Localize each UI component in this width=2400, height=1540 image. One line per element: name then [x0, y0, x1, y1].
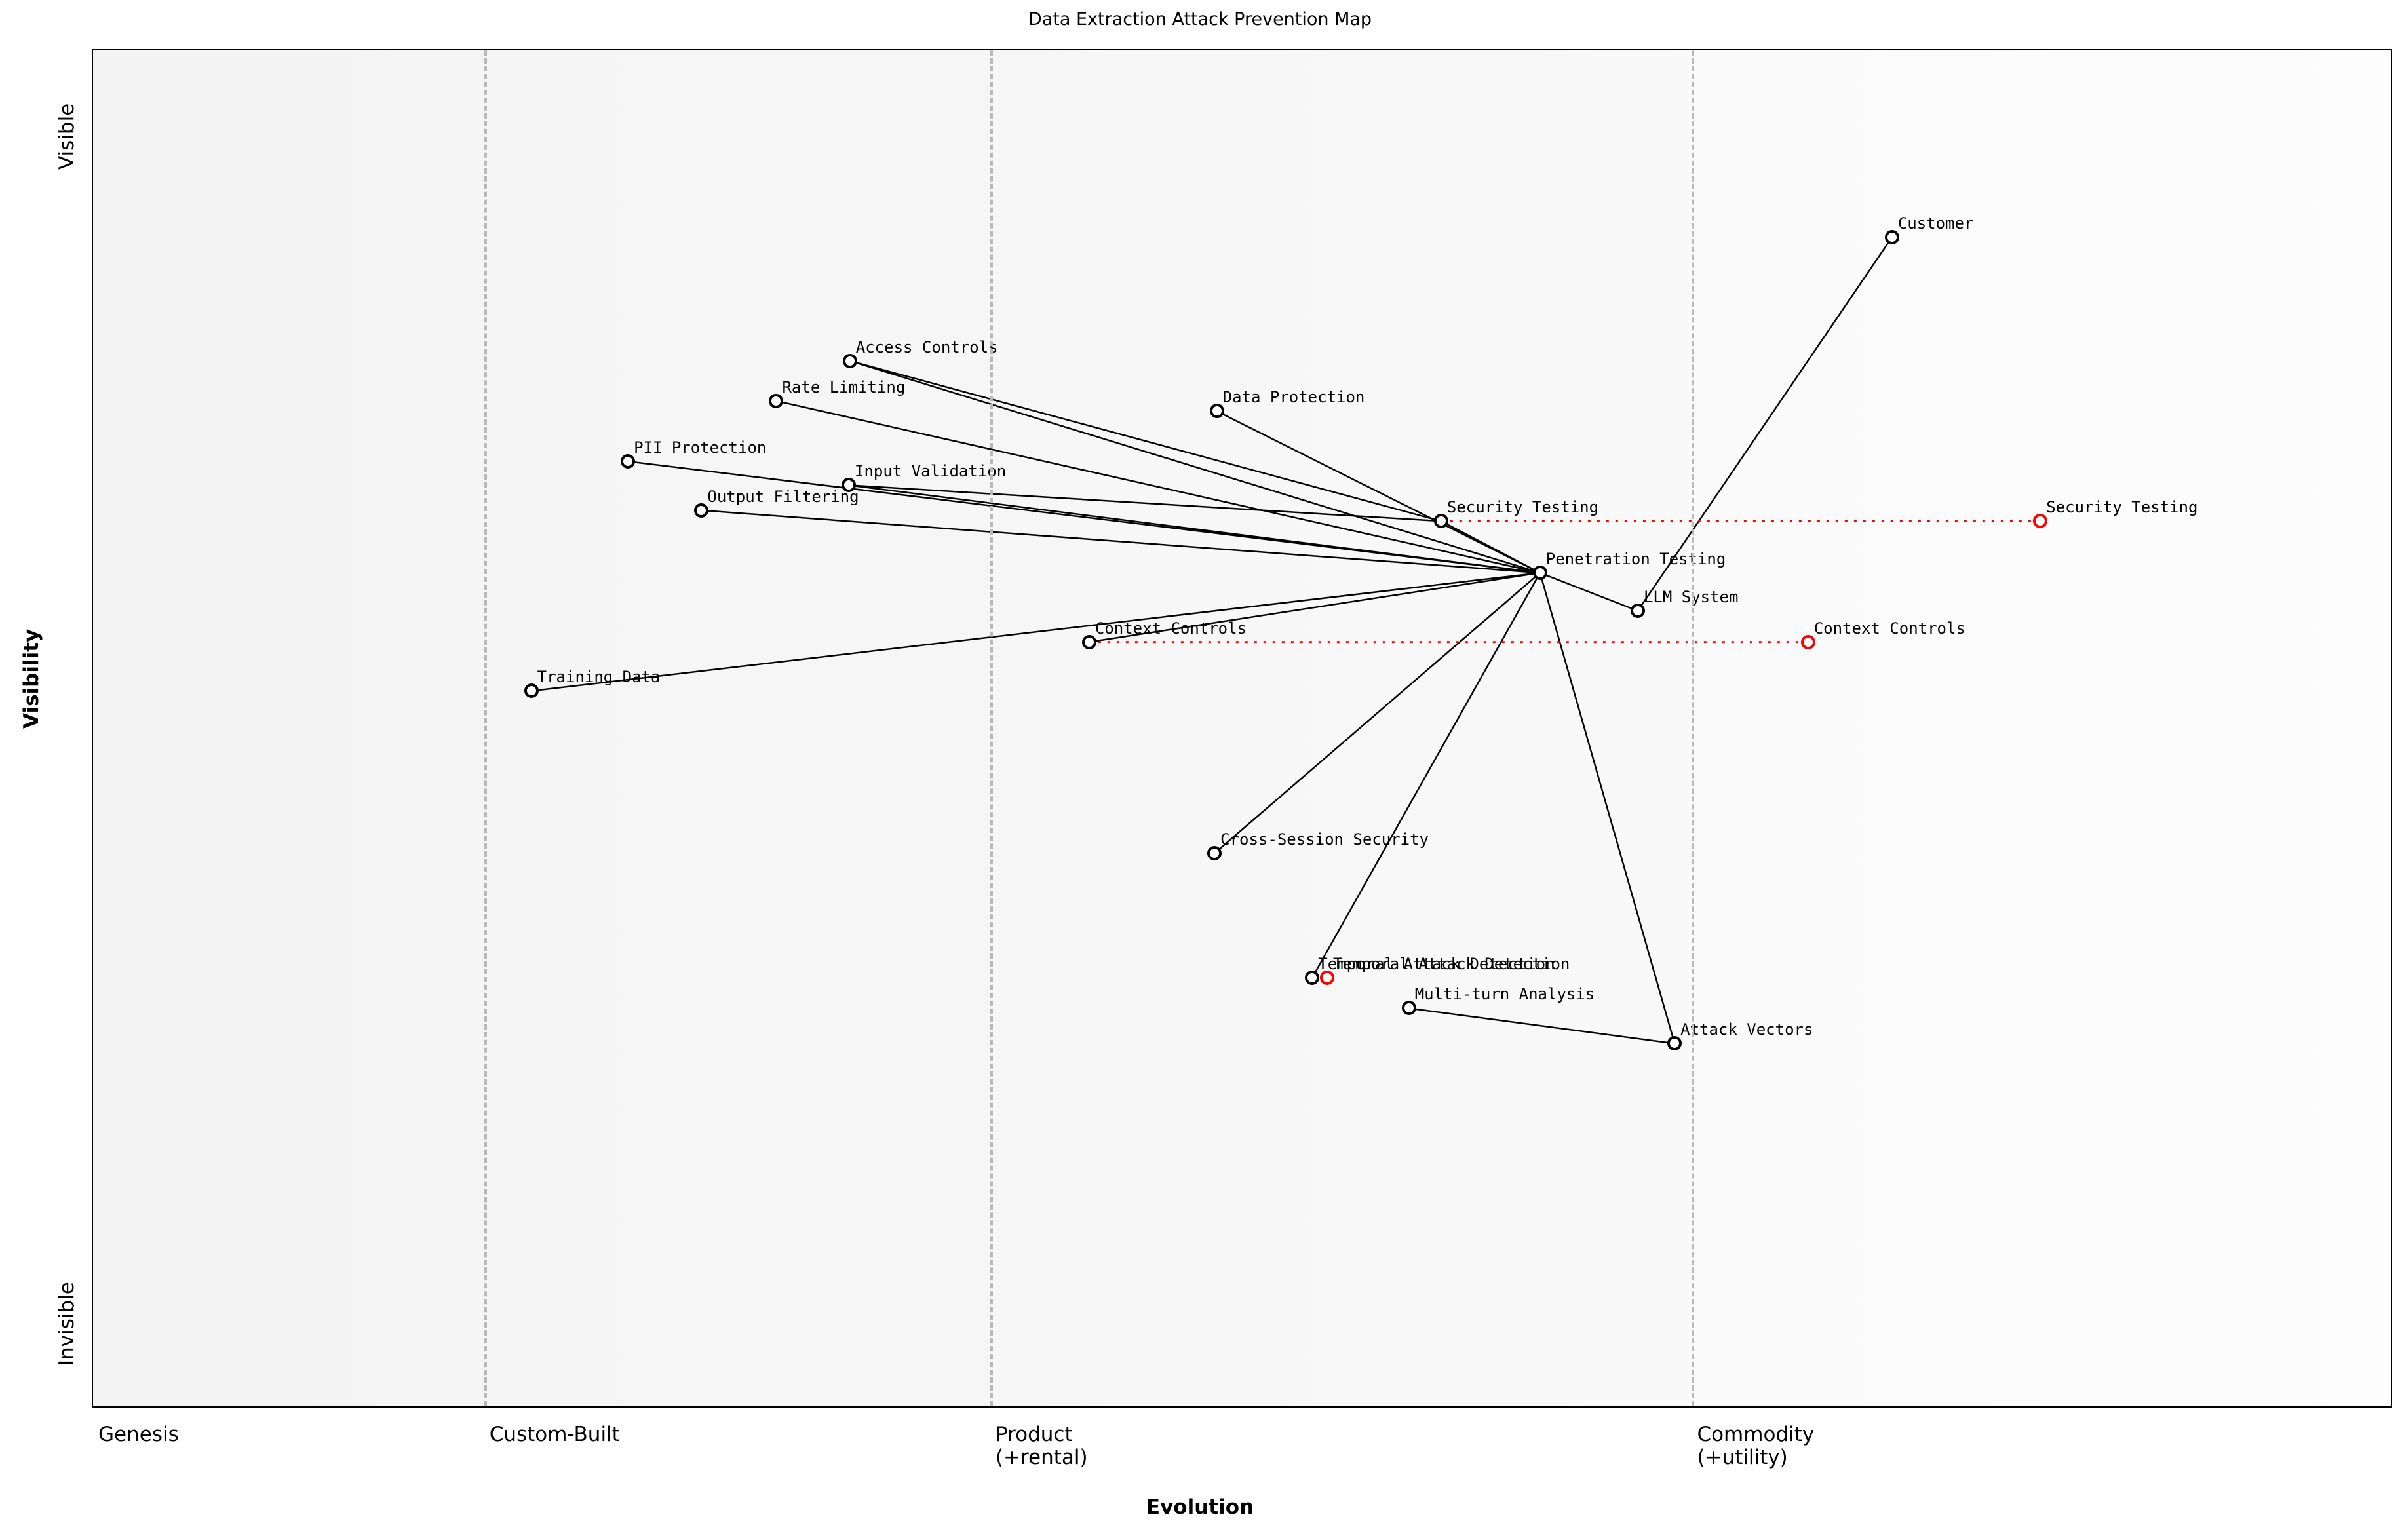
node-marker-icon[interactable] [1081, 634, 1096, 649]
node-marker-evolved-icon[interactable] [1800, 634, 1815, 649]
page-title: Data Extraction Attack Prevention Map [1028, 9, 1372, 29]
node-label: Attack Vectors [1680, 1020, 1813, 1039]
node-marker-evolved-icon[interactable] [2033, 514, 2048, 529]
dependency-link [1216, 410, 1541, 574]
dependency-link [1441, 520, 1541, 574]
node-label: Temporal Attack Detection [1333, 954, 1570, 973]
node-label: Access Controls [855, 337, 998, 356]
dependency-link [848, 484, 1441, 522]
node-label: Output Filtering [707, 487, 859, 506]
node-marker-icon[interactable] [1630, 604, 1645, 619]
dependency-link [531, 571, 1540, 692]
node-marker-icon[interactable] [524, 683, 539, 699]
node-marker-icon[interactable] [842, 478, 857, 493]
node-marker-icon[interactable] [1207, 846, 1222, 861]
node-label: Rate Limiting [782, 377, 906, 396]
dependency-link [1311, 572, 1541, 978]
node-label: Multi-turn Analysis [1414, 985, 1595, 1004]
x-tick-label: Product (+rental) [995, 1423, 1088, 1469]
node-label: Input Validation [855, 462, 1007, 481]
node-marker-icon[interactable] [769, 393, 784, 408]
node-label: Temporal Attack Detection [1318, 954, 1555, 973]
node-label: Training Data [537, 668, 661, 687]
node-marker-icon[interactable] [1305, 970, 1320, 985]
y-axis-title: Visibility [20, 628, 43, 729]
x-tick-label: Custom-Built [489, 1423, 620, 1446]
dependency-link [848, 484, 1540, 574]
node-label: Context Controls [1094, 619, 1247, 638]
dependency-link [849, 360, 1541, 574]
evolution-gridline-2 [1692, 50, 1695, 1406]
evolution-gridline-1 [990, 50, 993, 1406]
dependency-link [776, 400, 1541, 574]
links-layer [531, 237, 2041, 1045]
node-label: Penetration Testing [1545, 550, 1726, 569]
node-label: Context Controls [1813, 619, 1965, 638]
node-label: Data Protection [1222, 388, 1365, 407]
node-marker-icon[interactable] [1667, 1036, 1682, 1051]
x-axis-title: Evolution [1146, 1495, 1254, 1519]
dependency-link [849, 360, 1442, 522]
node-marker-icon[interactable] [621, 454, 636, 469]
node-label: Customer [1897, 214, 1974, 233]
dependency-link [701, 509, 1540, 574]
node-marker-icon[interactable] [1433, 514, 1448, 529]
node-label: Security Testing [1446, 498, 1599, 517]
node-marker-icon[interactable] [1401, 1001, 1416, 1016]
node-label: LLM System [1643, 588, 1739, 607]
dependency-link [1214, 572, 1541, 855]
dependency-link [1539, 571, 1638, 612]
node-label: PII Protection [634, 438, 767, 457]
node-marker-icon[interactable] [694, 503, 709, 518]
node-label: Cross-Session Security [1220, 830, 1429, 849]
plot-area: Customer Access Controls Rate Limiting Data… [92, 49, 2392, 1408]
dependency-link [1539, 572, 1676, 1044]
y-tick-label: Invisible [55, 1281, 79, 1366]
x-tick-label: Commodity (+utility) [1697, 1423, 1815, 1469]
dependency-link [1636, 237, 1893, 611]
x-tick-label: Genesis [98, 1423, 179, 1446]
nodes-layer: Customer Access Controls Rate Limiting Data… [93, 50, 2391, 1406]
node-marker-icon[interactable] [1532, 566, 1547, 581]
node-marker-icon[interactable] [842, 353, 857, 368]
dependency-link [1408, 1007, 1675, 1045]
dependency-link [1089, 571, 1540, 644]
node-label: Security Testing [2046, 498, 2198, 517]
node-marker-icon[interactable] [1209, 404, 1224, 419]
node-marker-evolved-icon[interactable] [1320, 970, 1335, 985]
evolution-gridline-0 [484, 50, 487, 1406]
node-marker-icon[interactable] [1884, 230, 1899, 245]
y-tick-label: Visible [55, 104, 79, 170]
